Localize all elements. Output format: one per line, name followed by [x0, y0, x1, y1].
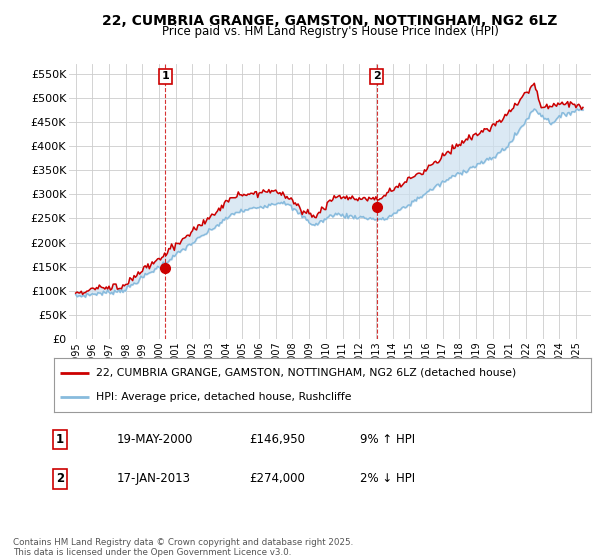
Text: Price paid vs. HM Land Registry's House Price Index (HPI): Price paid vs. HM Land Registry's House … — [161, 25, 499, 38]
Text: 2: 2 — [373, 71, 380, 81]
Text: 22, CUMBRIA GRANGE, GAMSTON, NOTTINGHAM, NG2 6LZ: 22, CUMBRIA GRANGE, GAMSTON, NOTTINGHAM,… — [103, 14, 557, 28]
Text: £146,950: £146,950 — [249, 433, 305, 446]
Text: 17-JAN-2013: 17-JAN-2013 — [117, 472, 191, 486]
Text: 1: 1 — [161, 71, 169, 81]
Text: 19-MAY-2000: 19-MAY-2000 — [117, 433, 193, 446]
Text: 2% ↓ HPI: 2% ↓ HPI — [360, 472, 415, 486]
Text: £274,000: £274,000 — [249, 472, 305, 486]
Text: 22, CUMBRIA GRANGE, GAMSTON, NOTTINGHAM, NG2 6LZ (detached house): 22, CUMBRIA GRANGE, GAMSTON, NOTTINGHAM,… — [96, 368, 516, 378]
Text: HPI: Average price, detached house, Rushcliffe: HPI: Average price, detached house, Rush… — [96, 392, 352, 402]
Text: 1: 1 — [56, 433, 64, 446]
Text: Contains HM Land Registry data © Crown copyright and database right 2025.
This d: Contains HM Land Registry data © Crown c… — [13, 538, 353, 557]
Text: 9% ↑ HPI: 9% ↑ HPI — [360, 433, 415, 446]
Text: 2: 2 — [56, 472, 64, 486]
